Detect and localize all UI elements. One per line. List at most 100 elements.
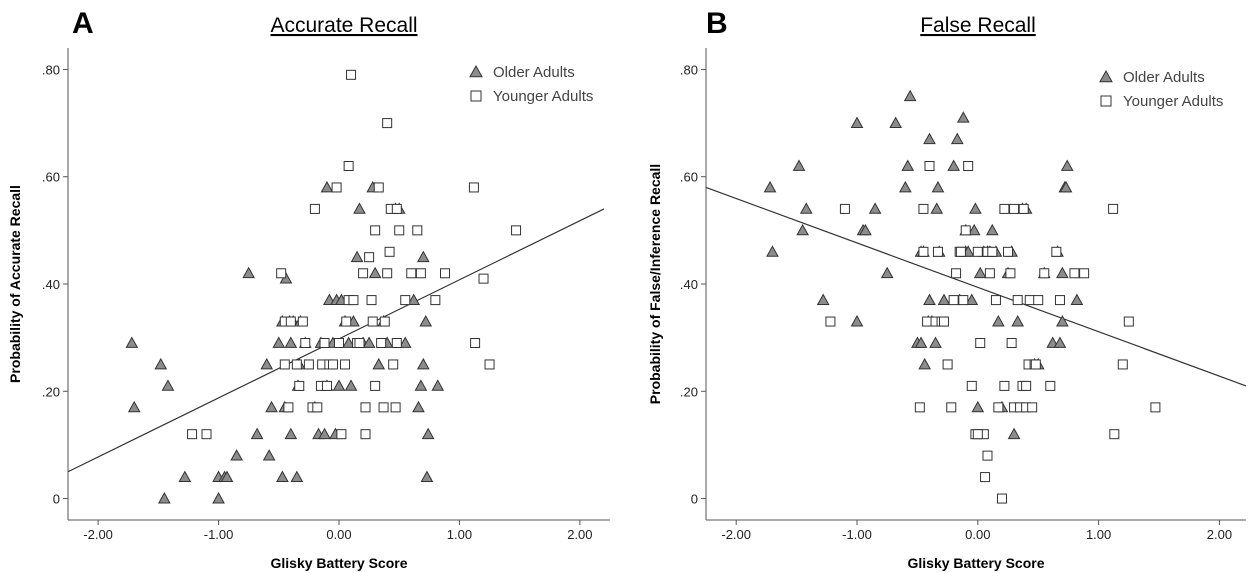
p0-legend-triangle-marker [469, 64, 483, 78]
p1-older-adult-point [947, 159, 961, 171]
p0-older-adult-point [290, 470, 304, 482]
p0-younger-adult-point [370, 380, 381, 391]
p0-younger-adult-point [283, 402, 294, 413]
p0-younger-adult-point [303, 359, 314, 370]
p0-older-adult-point [398, 336, 412, 348]
p0-younger-adult-point [468, 182, 479, 193]
p0-older-adult-point [431, 379, 445, 391]
p0-younger-adult-point [346, 69, 357, 80]
p1-older-adult-point [816, 293, 830, 305]
p0-younger-adult-point [279, 359, 290, 370]
p0-younger-adult-point [360, 429, 371, 440]
p0-y-tick-label: .60 [42, 170, 60, 185]
p0-older-adult-point [158, 492, 171, 504]
p1-older-adult-point [850, 315, 864, 327]
p0-younger-adult-point [406, 268, 417, 279]
p0-younger-adult-point [343, 161, 354, 171]
p1-younger-adult-point [993, 402, 1004, 413]
p0-younger-adult-point [382, 118, 393, 129]
p0-younger-adult-point [312, 402, 323, 413]
p1-younger-adult-point [918, 203, 929, 214]
p0-younger-adult-point [348, 295, 359, 306]
p0-x-tick-label: 1.00 [447, 527, 472, 542]
p0-older-adult-point [220, 470, 234, 482]
p1-younger-adult-point [1018, 203, 1029, 214]
p1-older-adult-point [880, 266, 894, 279]
panel-title-a: Accurate Recall [270, 14, 417, 37]
p0-y-tick-label: .40 [42, 277, 60, 292]
p0-younger-adult-point [391, 338, 402, 348]
p1-older-adult-point [918, 357, 932, 370]
p0-x-tick-label: -2.00 [83, 527, 113, 542]
p1-younger-adult-point [1039, 268, 1050, 279]
p0-older-adult-point [161, 379, 175, 391]
p0-younger-adult-point [364, 252, 375, 263]
p1-younger-adult-point [987, 246, 998, 257]
p1-younger-adult-point [951, 268, 962, 279]
p0-younger-adult-point [373, 182, 384, 193]
p1-younger-adult-point [958, 295, 969, 306]
p0-younger-adult-point [187, 429, 198, 440]
p1-younger-adult-point [932, 246, 943, 257]
p1-older-adult-point [956, 111, 970, 123]
p1-y-tick-label: .80 [680, 62, 698, 77]
p0-older-adult-point [154, 357, 168, 370]
p0-younger-adult-point [358, 268, 369, 279]
p1-younger-adult-point [982, 450, 993, 461]
p0-legend-square-marker [470, 90, 482, 102]
p1-x-tick-label: 0.00 [965, 527, 990, 542]
panel-letter-b: B [706, 7, 728, 40]
p1-older-adult-point [923, 293, 936, 305]
p1-younger-adult-point [922, 316, 933, 327]
p0-younger-adult-point [321, 380, 332, 391]
p1-younger-adult-point [975, 338, 986, 348]
p1-younger-adult-point [1108, 203, 1119, 214]
p1-younger-adult-point [1009, 203, 1020, 214]
p1-younger-adult-point [1109, 429, 1120, 440]
p0-older-adult-point [212, 492, 225, 504]
p1-younger-adult-point [960, 225, 971, 236]
p0-younger-adult-point [294, 380, 305, 391]
p1-younger-adult-point [999, 203, 1010, 214]
p1-y-tick-label: .20 [680, 384, 698, 399]
p1-younger-adult-point [1079, 268, 1090, 279]
p1-x-axis-title: Glisky Battery Score [908, 555, 1045, 571]
p1-x-tick-label: 1.00 [1086, 527, 1111, 542]
p0-younger-adult-point [394, 225, 405, 236]
p1-x-tick-label: 2.00 [1207, 527, 1232, 542]
p1-older-adult-point [1056, 315, 1069, 327]
p1-y-tick-label: 0 [691, 492, 698, 507]
p1-younger-adult-point [963, 161, 974, 171]
p0-younger-adult-point [366, 295, 377, 306]
p1-older-adult-point [850, 116, 864, 128]
p1-older-adult-point [929, 336, 942, 348]
p1-y-axis-title: Probability of False/Inference Recall [647, 164, 663, 404]
p1-older-adult-point [859, 223, 872, 236]
p0-older-adult-point [284, 427, 298, 440]
p0-older-adult-point [125, 336, 139, 348]
p0-younger-adult-point [478, 273, 489, 284]
p1-younger-adult-point [825, 316, 836, 327]
p1-younger-adult-point [1045, 380, 1056, 391]
p1-legend-label: Younger Adults [1123, 93, 1223, 110]
p0-younger-adult-point [340, 359, 351, 370]
p1-older-adult-point [901, 159, 915, 171]
p1-younger-adult-point [1051, 246, 1062, 257]
p1-older-adult-point [971, 400, 985, 413]
p1-y-tick-label: .40 [680, 277, 698, 292]
p1-older-adult-point [903, 89, 917, 102]
p0-older-adult-point [416, 250, 430, 263]
p1-younger-adult-point [999, 380, 1010, 391]
p0-younger-adult-point [334, 338, 344, 348]
p0-older-adult-point [362, 336, 376, 348]
p1-older-adult-point [991, 315, 1005, 327]
p1-younger-adult-point [1150, 402, 1161, 413]
p1-older-adult-point [1059, 180, 1073, 193]
p0-older-adult-point [344, 379, 358, 391]
p1-younger-adult-point [990, 295, 1001, 306]
p1-younger-adult-point [946, 402, 957, 413]
panel-b-false-recall: B False Recall 0 .20 .40 .60 .80 -2.00 -1.00 0.… [647, 7, 1247, 571]
p1-younger-adult-point [1033, 295, 1044, 306]
p0-older-adult-point [265, 400, 278, 413]
